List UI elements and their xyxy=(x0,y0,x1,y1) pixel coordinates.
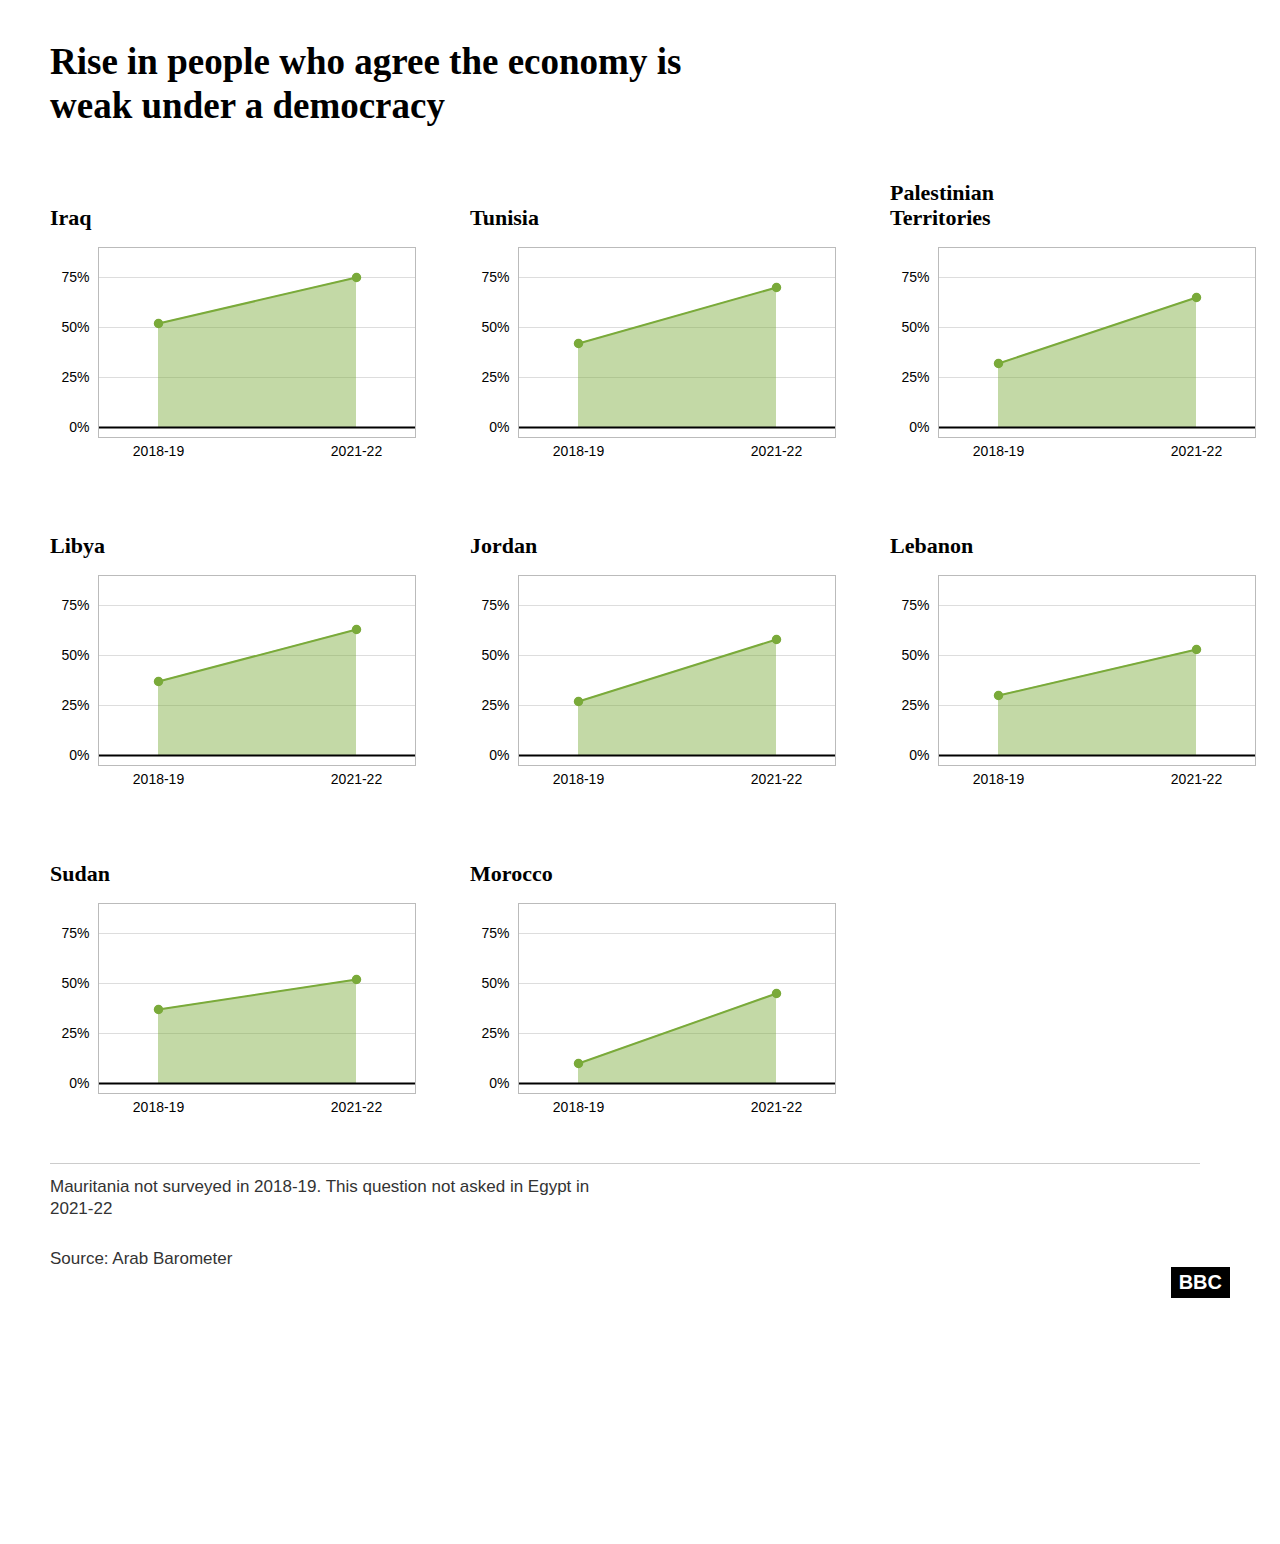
svg-text:50%: 50% xyxy=(901,319,929,335)
svg-text:0%: 0% xyxy=(69,419,89,435)
svg-text:25%: 25% xyxy=(481,1025,509,1041)
svg-text:75%: 75% xyxy=(61,269,89,285)
html-text:Sudan: Sudan xyxy=(50,861,110,887)
html-text:Mauritania not surveyed in 201: Mauritania not surveyed in 2018-19. This… xyxy=(50,1176,590,1218)
svg-text:2021-22: 2021-22 xyxy=(751,1099,803,1115)
svg-text:2018-19: 2018-19 xyxy=(133,1099,185,1115)
html-text:Jordan: Jordan xyxy=(470,533,538,559)
svg-text:75%: 75% xyxy=(61,925,89,941)
svg-text:50%: 50% xyxy=(901,647,929,663)
svg-text:50%: 50% xyxy=(61,975,89,991)
svg-text:75%: 75% xyxy=(481,925,509,941)
svg-text:50%: 50% xyxy=(61,647,89,663)
svg-text:75%: 75% xyxy=(481,597,509,613)
svg-text:50%: 50% xyxy=(481,319,509,335)
svg-text:75%: 75% xyxy=(61,597,89,613)
svg-text:2018-19: 2018-19 xyxy=(973,443,1025,459)
svg-text:2021-22: 2021-22 xyxy=(751,771,803,787)
svg-text:0%: 0% xyxy=(909,747,929,763)
html-text:Tunisia: Tunisia xyxy=(470,205,539,231)
svg-text:2018-19: 2018-19 xyxy=(553,1099,605,1115)
svg-text:0%: 0% xyxy=(489,419,509,435)
svg-text:75%: 75% xyxy=(901,269,929,285)
svg-text:2018-19: 2018-19 xyxy=(553,443,605,459)
svg-text:2018-19: 2018-19 xyxy=(133,443,185,459)
svg-text:2021-22: 2021-22 xyxy=(1171,771,1223,787)
svg-text:25%: 25% xyxy=(901,697,929,713)
html-text:Morocco: Morocco xyxy=(470,861,553,887)
html-text:Palestinian Territories: Palestinian Territories xyxy=(890,180,994,231)
svg-text:25%: 25% xyxy=(61,697,89,713)
html-text:Source: Arab Barometer: Source: Arab Barometer xyxy=(50,1249,233,1268)
svg-text:0%: 0% xyxy=(489,747,509,763)
svg-text:2018-19: 2018-19 xyxy=(973,771,1025,787)
svg-text:50%: 50% xyxy=(481,975,509,991)
html-text:BBC: BBC xyxy=(1178,1271,1222,1294)
svg-text:2021-22: 2021-22 xyxy=(331,1099,383,1115)
svg-text:25%: 25% xyxy=(481,697,509,713)
svg-text:2018-19: 2018-19 xyxy=(553,771,605,787)
svg-text:25%: 25% xyxy=(61,1025,89,1041)
html-text:Rise in people who agree the e: Rise in people who agree the economy is … xyxy=(50,41,682,127)
svg-text:0%: 0% xyxy=(489,1075,509,1091)
svg-text:25%: 25% xyxy=(901,369,929,385)
svg-text:2021-22: 2021-22 xyxy=(331,443,383,459)
svg-text:2021-22: 2021-22 xyxy=(1171,443,1223,459)
svg-text:2021-22: 2021-22 xyxy=(751,443,803,459)
svg-text:2021-22: 2021-22 xyxy=(331,771,383,787)
html-text:Iraq: Iraq xyxy=(50,205,92,231)
svg-text:0%: 0% xyxy=(69,747,89,763)
html-text:Libya: Libya xyxy=(50,533,105,559)
svg-text:75%: 75% xyxy=(901,597,929,613)
svg-text:25%: 25% xyxy=(481,369,509,385)
svg-text:50%: 50% xyxy=(481,647,509,663)
svg-text:75%: 75% xyxy=(481,269,509,285)
svg-text:2018-19: 2018-19 xyxy=(133,771,185,787)
svg-text:0%: 0% xyxy=(909,419,929,435)
svg-text:0%: 0% xyxy=(69,1075,89,1091)
svg-text:50%: 50% xyxy=(61,319,89,335)
html-text:Lebanon: Lebanon xyxy=(890,533,974,559)
svg-text:25%: 25% xyxy=(61,369,89,385)
